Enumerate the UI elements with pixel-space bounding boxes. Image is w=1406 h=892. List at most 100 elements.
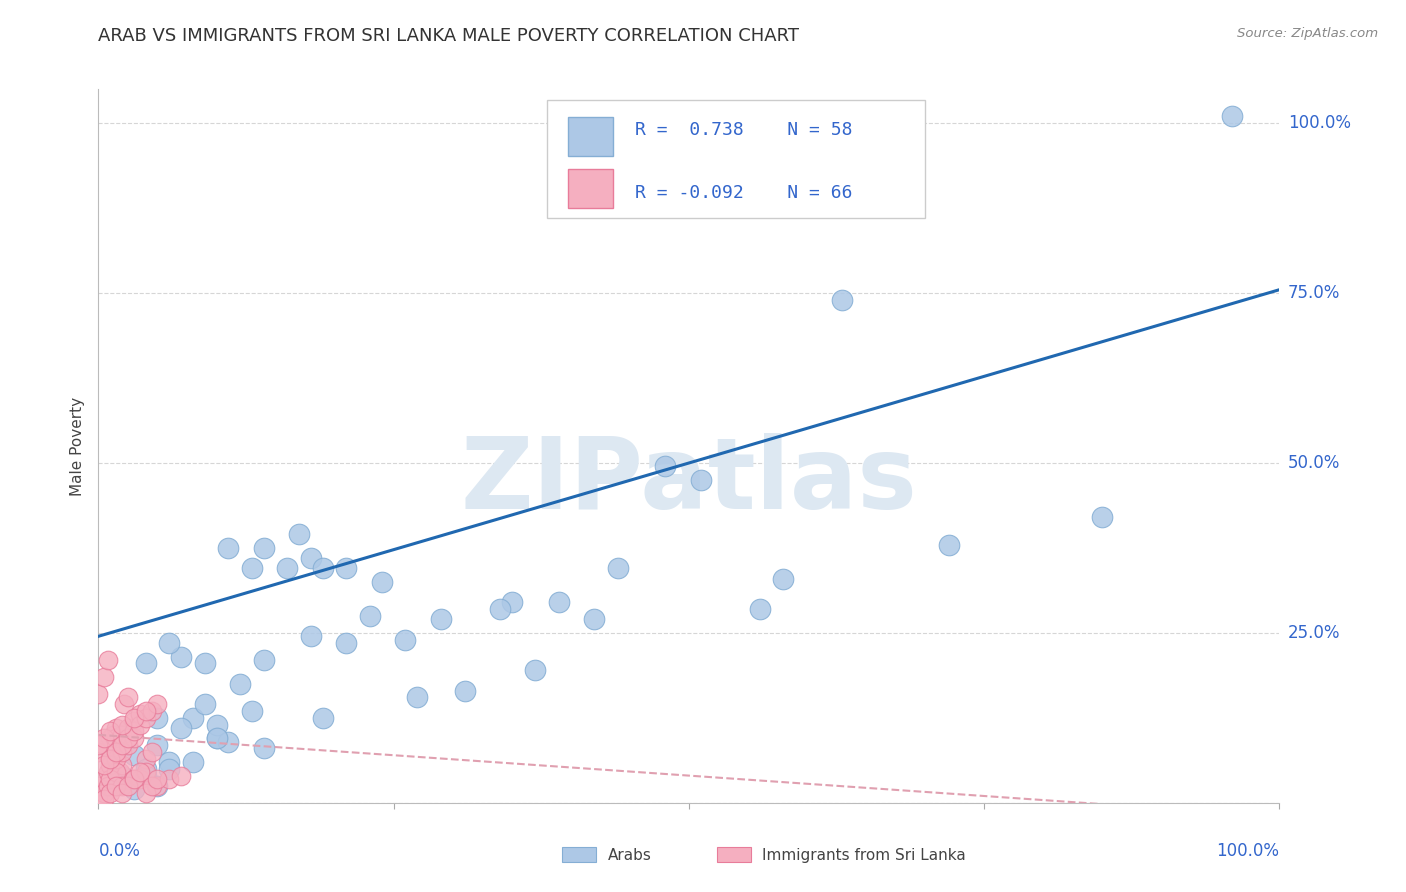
Point [98,724,121,739]
Point [654,459,676,474]
Point [217,734,239,748]
Point [111,769,134,783]
Text: 25.0%: 25.0% [1288,624,1340,642]
Point [108,765,131,780]
Point [93,772,115,786]
Point [157,755,180,769]
Point [406,690,429,705]
Point [205,731,228,746]
Point [87,738,110,752]
Text: 0.0%: 0.0% [98,842,141,860]
Point [98,751,121,765]
FancyBboxPatch shape [568,117,613,156]
Point [111,775,134,789]
Point [111,745,134,759]
Point [501,595,523,609]
Point [335,561,357,575]
Point [205,717,228,731]
Point [135,751,157,765]
Point [105,765,128,780]
Point [105,745,128,759]
Point [98,751,121,765]
Point [217,541,239,555]
Point [135,711,157,725]
Text: Immigrants from Sri Lanka: Immigrants from Sri Lanka [762,848,966,863]
Text: 75.0%: 75.0% [1288,284,1340,302]
Point [335,636,357,650]
Point [312,711,335,725]
Point [170,769,193,783]
Text: Arabs: Arabs [607,848,651,863]
Point [135,769,157,783]
Point [288,527,311,541]
FancyBboxPatch shape [547,100,925,218]
Point [111,758,134,772]
Point [117,738,139,752]
Point [93,758,115,772]
Point [253,653,276,667]
Point [117,779,139,793]
Point [430,612,453,626]
Point [748,602,770,616]
Point [146,738,169,752]
Point [117,731,139,746]
Point [117,690,139,705]
Point [194,698,217,712]
Text: 50.0%: 50.0% [1288,454,1340,472]
Point [93,670,115,684]
Point [157,636,180,650]
Point [128,707,150,722]
Point [98,731,121,746]
Point [157,762,180,776]
Point [371,574,394,589]
Point [128,765,150,780]
Point [105,751,128,765]
Point [394,632,416,647]
Point [122,724,145,739]
Point [229,677,252,691]
Point [87,779,110,793]
Point [146,779,169,793]
Point [253,741,276,756]
Point [548,595,571,609]
Point [146,779,169,793]
Point [583,612,606,626]
Point [489,602,512,616]
Point [122,772,145,786]
Point [135,762,157,776]
Point [87,745,110,759]
Text: 100.0%: 100.0% [1288,114,1351,132]
Point [135,704,157,718]
Point [299,551,322,566]
Point [122,748,145,763]
Text: R = -0.092    N = 66: R = -0.092 N = 66 [634,184,852,202]
Point [111,779,134,793]
Point [112,698,135,712]
Point [141,704,163,718]
Point [157,772,180,786]
Point [1220,109,1243,123]
Point [111,717,134,731]
FancyBboxPatch shape [568,169,613,208]
Point [93,738,115,752]
Text: Source: ZipAtlas.com: Source: ZipAtlas.com [1237,27,1378,40]
Point [93,792,115,806]
Point [135,657,157,671]
Point [240,561,263,575]
Point [524,663,547,677]
Point [299,629,322,643]
Point [98,758,121,772]
Point [689,473,711,487]
Point [87,792,110,806]
Point [170,721,193,735]
Point [105,721,128,735]
Point [111,738,134,752]
Point [359,608,381,623]
Point [97,765,120,780]
Point [105,779,128,793]
Point [101,728,124,742]
Point [98,772,121,786]
Text: 100.0%: 100.0% [1216,842,1279,860]
Point [128,772,150,786]
Point [772,572,794,586]
